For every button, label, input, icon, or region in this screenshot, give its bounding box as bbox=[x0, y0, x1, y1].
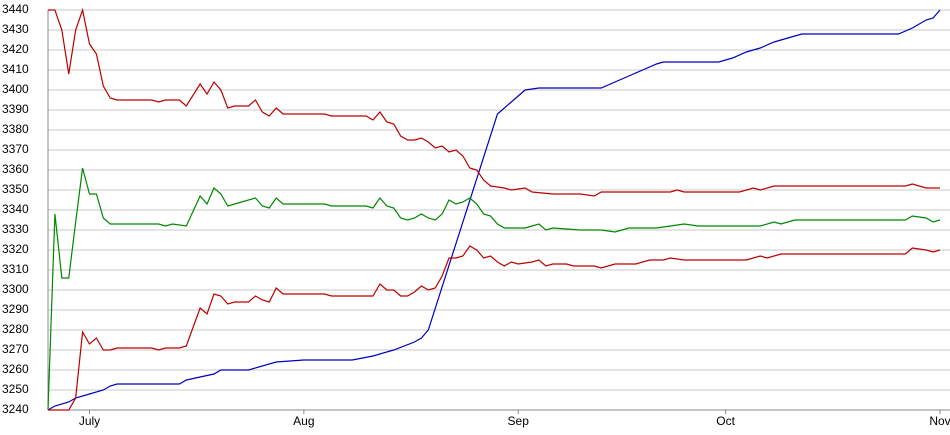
y-tick-label: 3390 bbox=[2, 102, 29, 116]
y-tick-label: 3430 bbox=[2, 22, 29, 36]
y-tick-label: 3250 bbox=[2, 382, 29, 396]
y-tick-label: 3260 bbox=[2, 362, 29, 376]
series-line bbox=[48, 245, 941, 411]
y-tick-label: 3270 bbox=[2, 342, 29, 356]
y-tick-label: 3370 bbox=[2, 142, 29, 156]
y-tick-label: 3420 bbox=[2, 42, 29, 56]
x-tick-label: Nov bbox=[929, 414, 950, 428]
x-tick-label: July bbox=[79, 414, 100, 428]
y-tick-label: 3360 bbox=[2, 162, 29, 176]
y-tick-label: 3350 bbox=[2, 182, 29, 196]
y-tick-label: 3300 bbox=[2, 282, 29, 296]
series-line bbox=[48, 7, 940, 197]
x-tick-label: Sep bbox=[508, 414, 530, 428]
y-tick-label: 3280 bbox=[2, 322, 29, 336]
y-tick-label: 3380 bbox=[2, 122, 29, 136]
y-tick-label: 3320 bbox=[2, 242, 29, 256]
y-tick-label: 3240 bbox=[2, 402, 29, 416]
y-tick-label: 3400 bbox=[2, 82, 29, 96]
y-tick-label: 3440 bbox=[2, 2, 29, 16]
y-tick-label: 3330 bbox=[2, 222, 29, 236]
y-tick-label: 3410 bbox=[2, 62, 29, 76]
series-line bbox=[47, 9, 941, 411]
x-tick-label: Oct bbox=[716, 414, 735, 428]
series-line bbox=[47, 167, 941, 411]
y-tick-label: 3310 bbox=[2, 262, 29, 276]
y-tick-label: 3290 bbox=[2, 302, 29, 316]
y-tick-label: 3340 bbox=[2, 202, 29, 216]
x-tick-label: Aug bbox=[293, 414, 314, 428]
